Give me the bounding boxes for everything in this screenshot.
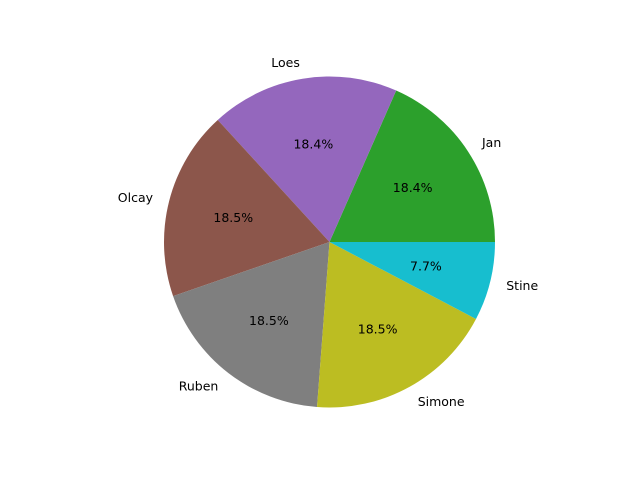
- pie-slices: [164, 76, 495, 408]
- slice-label-olcay: Olcay: [118, 190, 154, 205]
- pie-slice-olcay: [164, 119, 330, 297]
- pie-labels: Jan 18.4% Loes 18.4% Olcay 18.5% Ruben 18.5% Sim…: [118, 55, 539, 409]
- slice-percent-olcay: 18.5%: [213, 210, 253, 225]
- pie-slice-loes: [217, 76, 397, 243]
- pie-slice-jan: [329, 90, 495, 242]
- slice-label-jan: Jan: [481, 135, 501, 150]
- slice-percent-simone: 18.5%: [358, 321, 398, 336]
- slice-label-loes: Loes: [271, 55, 300, 70]
- pie-slice-ruben: [173, 242, 330, 408]
- pie-slice-stine: [329, 242, 495, 319]
- pie-slice-simone: [317, 242, 477, 408]
- slice-percent-stine: 7.7%: [410, 258, 442, 273]
- slice-percent-ruben: 18.5%: [249, 313, 289, 328]
- slice-label-stine: Stine: [506, 278, 538, 293]
- slice-label-ruben: Ruben: [179, 379, 219, 394]
- slice-label-simone: Simone: [418, 394, 465, 409]
- slice-percent-jan: 18.4%: [393, 180, 433, 195]
- slice-percent-loes: 18.4%: [293, 137, 333, 152]
